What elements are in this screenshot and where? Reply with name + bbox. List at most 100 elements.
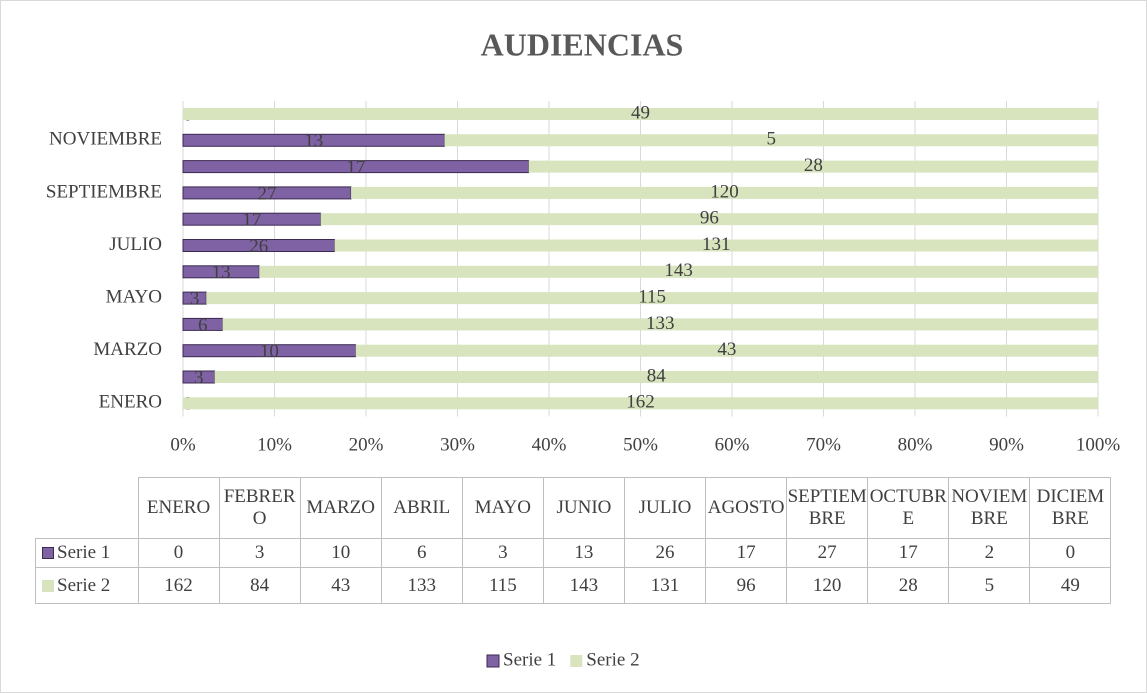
table-header-cell: AGOSTO (705, 477, 788, 539)
table-cell: 120 (786, 567, 869, 604)
table-row-header: Serie 1 (35, 538, 139, 568)
bar-segment (528, 160, 1098, 173)
table-header-cell: FEBRERO (218, 477, 301, 539)
table-header-cell: SEPTIEMBRE (786, 477, 869, 539)
table-cell: 162 (137, 567, 220, 604)
x-tick-label: 20% (349, 434, 384, 455)
x-tick-label: 100% (1076, 434, 1121, 455)
table-cell: 96 (705, 567, 788, 604)
y-tick-label: ENERO (99, 392, 162, 413)
data-label: 26 (249, 236, 268, 257)
y-tick-label: MARZO (93, 339, 162, 360)
table-header-cell: ENERO (137, 477, 220, 539)
data-table: ENERO FEBRERO MARZO ABRIL MAYO JUNIO JULIO AGOS… (35, 477, 1112, 604)
bar-segment (320, 213, 1098, 226)
bar-segment (355, 344, 1099, 357)
bar-segment (259, 265, 1098, 278)
x-tick-label: 90% (989, 434, 1024, 455)
data-label: 115 (638, 286, 666, 307)
data-label: 133 (646, 313, 675, 334)
table-header-cell: ABRIL (380, 477, 463, 539)
table-cell: 3 (461, 538, 544, 568)
data-label: 28 (804, 155, 823, 176)
x-tick-label: 50% (623, 434, 658, 455)
x-tick-label: 40% (532, 434, 567, 455)
table-cell: 43 (299, 567, 382, 604)
data-label: 49 (631, 102, 650, 123)
table-cell: 3 (218, 538, 301, 568)
table-cell: 26 (623, 538, 707, 568)
table-header-cell: MAYO (461, 477, 544, 539)
data-label: 3 (194, 367, 204, 388)
table-row-header: Serie 2 (35, 567, 139, 604)
bar-segment (444, 134, 1098, 147)
table-header-cell: JUNIO (542, 477, 625, 539)
table-cell: 10 (299, 538, 382, 568)
bar-segment (183, 108, 1098, 120)
table-header-cell: OCTUBRE (867, 477, 950, 539)
bar-segment (214, 371, 1098, 383)
x-tick-label: 60% (715, 434, 750, 455)
data-label: 131 (702, 234, 731, 255)
table-cell: 27 (786, 538, 869, 568)
table-cell: 13 (542, 538, 625, 568)
table-header-cell: NOVIEMBRE (948, 477, 1031, 539)
table-cell: 49 (1029, 567, 1112, 604)
table-cell: 131 (623, 567, 707, 604)
table-cell: 5 (948, 567, 1031, 604)
bar-segment (183, 397, 1098, 410)
x-tick-label: 10% (257, 434, 292, 455)
x-tick-label: 0% (170, 434, 196, 455)
table-row: Serie 2 162 84 43 133 115 143 131 96 120 28 5 49 (35, 567, 1112, 604)
data-label: 6 (198, 315, 208, 336)
row-label: Serie 2 (57, 574, 111, 596)
y-tick-label: MAYO (106, 286, 162, 307)
data-label: 13 (304, 131, 323, 152)
table-header-cell: JULIO (623, 477, 707, 539)
row-label: Serie 1 (57, 542, 111, 563)
data-label: 17 (242, 210, 261, 231)
table-cell: 0 (137, 538, 220, 568)
chart-title: AUDIENCIAS (481, 26, 684, 62)
data-label: 3 (190, 288, 200, 309)
x-tick-label: 70% (806, 434, 841, 455)
bar-segment (222, 318, 1098, 331)
data-label: 84 (647, 365, 667, 386)
table-row: Serie 1 0 3 10 6 3 13 26 17 27 17 2 0 (35, 538, 1112, 568)
legend-key (486, 654, 500, 668)
table-cell: 84 (218, 567, 301, 604)
data-label: 5 (766, 129, 776, 150)
data-label: 96 (700, 208, 719, 229)
table-cell: 2 (948, 538, 1031, 568)
table-cell: 143 (542, 567, 625, 604)
table-cell: 17 (867, 538, 950, 568)
bar-segment (351, 186, 1098, 199)
table-cell: 133 (380, 567, 463, 604)
table-header-cell: MARZO (299, 477, 382, 539)
data-label: 27 (258, 183, 277, 204)
bar-segment (182, 160, 530, 174)
legend-key (570, 655, 583, 667)
legend-key (42, 579, 54, 592)
legend-label: Serie 1 (503, 649, 556, 670)
y-tick-label: SEPTIEMBRE (46, 181, 162, 202)
data-label: 13 (212, 262, 231, 283)
table-cell: 0 (1029, 538, 1112, 568)
table-cell: 17 (705, 538, 788, 568)
legend-key (42, 547, 54, 559)
bar-segment (334, 239, 1098, 252)
table-cell: 115 (461, 567, 544, 604)
x-tick-label: 30% (440, 434, 475, 455)
data-label: 43 (717, 339, 736, 360)
bar-segment (206, 292, 1099, 305)
legend-label: Serie 2 (586, 649, 639, 670)
table-cell: 6 (380, 538, 463, 568)
data-label: 143 (664, 260, 693, 281)
data-label: 17 (346, 157, 365, 178)
y-tick-label: NOVIEMBRE (49, 129, 162, 150)
table-cell: 28 (867, 567, 950, 604)
table-header-row: ENERO FEBRERO MARZO ABRIL MAYO JUNIO JULIO AGOS… (35, 477, 1112, 539)
y-tick-label: JULIO (109, 234, 162, 255)
data-label: 120 (710, 181, 739, 202)
